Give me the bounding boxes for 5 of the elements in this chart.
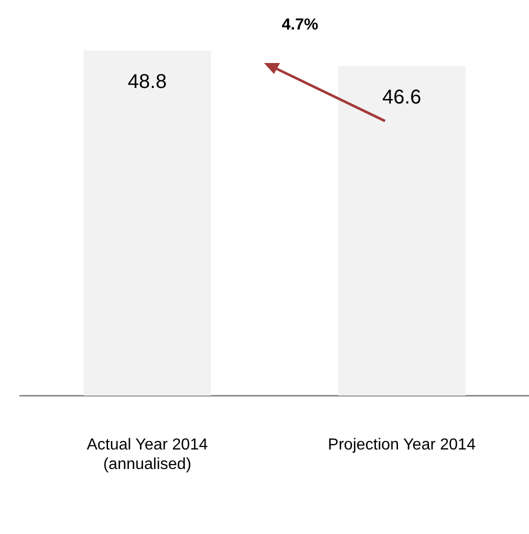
x-tick-label: Projection Year 2014 [328,436,476,454]
data-label: 48.8 [128,71,167,93]
data-label: 46.6 [382,86,422,109]
text: 4.7% [282,16,318,34]
x-tick-label: Actual Year 2014 (annualised) [86,436,208,473]
